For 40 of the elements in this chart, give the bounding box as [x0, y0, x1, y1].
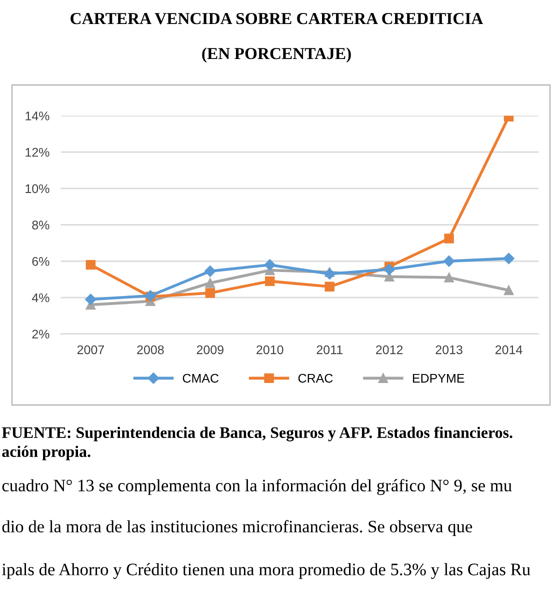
point — [443, 256, 455, 267]
point — [503, 252, 514, 264]
point — [444, 234, 454, 244]
legend-label: CRAC — [298, 374, 333, 383]
legend-label: EDPYME — [412, 374, 464, 383]
x-tick-label: 2008 — [137, 345, 164, 354]
y-tick-label: 10% — [26, 184, 50, 194]
point — [205, 278, 215, 288]
y-tick-label: 14% — [26, 112, 50, 120]
source-note: FUENTE: Superintendencia de Banca, Seguros y AFP. Estados financieros. — [2, 426, 512, 442]
point — [265, 276, 275, 286]
point — [205, 288, 215, 298]
x-tick-label: 2010 — [256, 345, 284, 354]
x-tick-label: 2011 — [316, 345, 342, 354]
x-tick-label: 2013 — [436, 345, 462, 354]
text: dio de la mora de las instituciones microfinancieras. Se observa que — [2, 520, 472, 536]
point — [384, 264, 395, 275]
chart-title: CARTERA VENCIDA SOBRE CARTERA CREDITICIA — [70, 12, 484, 24]
x-tick-label: 2009 — [196, 345, 224, 354]
text: ipals de Ahorro y Crédito tienen una mora promedio de 5.3% y las Cajas Ru — [2, 563, 530, 579]
point — [324, 282, 334, 292]
y-tick-label: 12% — [26, 148, 50, 157]
y-tick-label: 4% — [32, 293, 50, 302]
point — [504, 285, 514, 296]
x-tick-label: 2007 — [77, 345, 104, 354]
y-tick-label: 6% — [32, 256, 50, 266]
x-tick-label: 2014 — [495, 345, 522, 354]
legend-label: CMAC — [182, 374, 219, 383]
point — [324, 268, 336, 280]
point — [86, 260, 96, 270]
text: cuadro N° 13 se complementa con la información del gráfico N° 9, se mu — [2, 479, 512, 495]
point — [444, 272, 454, 282]
y-tick-label: 8% — [32, 220, 50, 230]
point — [204, 266, 216, 277]
point — [264, 259, 276, 270]
text: ación propia. — [2, 446, 90, 460]
y-tick-label: 2% — [32, 330, 50, 339]
x-tick-label: 2012 — [376, 345, 403, 354]
point — [85, 294, 96, 305]
chart-subtitle: (EN PORCENTAJE) — [202, 47, 351, 63]
